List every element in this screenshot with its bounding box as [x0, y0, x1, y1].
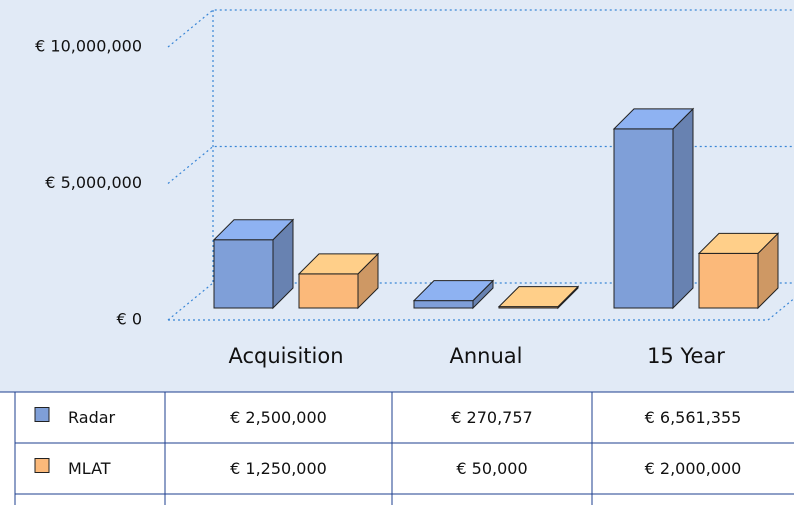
bar-front [413, 300, 474, 309]
y-tick-label: € 0 [117, 310, 142, 329]
x-tick-label: Acquisition [228, 344, 343, 368]
floor-edge [168, 297, 794, 321]
bar-side [672, 107, 694, 310]
bar-top [212, 219, 295, 241]
bar-front [213, 239, 274, 309]
legend-swatch [34, 458, 50, 473]
table-value: € 50,000 [456, 459, 527, 478]
table-value: € 6,561,355 [645, 408, 742, 427]
table-background [0, 392, 794, 505]
legend-swatch [34, 407, 50, 422]
bar-top [297, 253, 380, 275]
bar [697, 232, 780, 310]
x-tick-label: 15 Year [647, 344, 725, 368]
bar-front [698, 252, 759, 309]
bar [497, 285, 580, 310]
bar-top [412, 280, 495, 302]
table-value: € 270,757 [451, 408, 532, 427]
bar [412, 279, 495, 310]
bar [212, 218, 295, 310]
grid-line [167, 145, 794, 184]
table-value: € 2,500,000 [230, 408, 327, 427]
bar-top [612, 108, 695, 130]
table-value: € 2,000,000 [645, 459, 742, 478]
bar-front [613, 128, 674, 309]
table-value: € 1,250,000 [230, 459, 327, 478]
bar [612, 107, 695, 310]
grid-line [167, 9, 794, 48]
legend-label: Radar [68, 408, 116, 427]
bar-top [697, 232, 780, 254]
legend-label: MLAT [68, 459, 111, 478]
bar [297, 252, 380, 310]
y-tick-label: € 10,000,000 [35, 37, 142, 56]
grid-line [167, 282, 794, 321]
bar-front [298, 273, 359, 309]
y-tick-label: € 5,000,000 [45, 173, 142, 192]
bar-top [497, 286, 580, 308]
x-tick-label: Annual [450, 344, 523, 368]
